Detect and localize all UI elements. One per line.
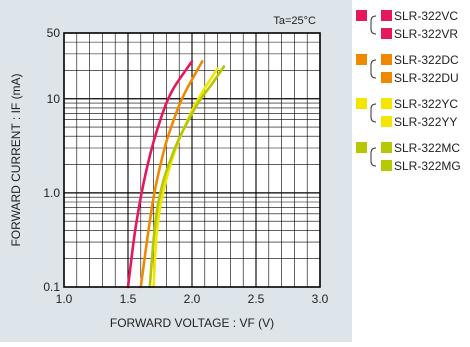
series-line-4 bbox=[148, 65, 226, 289]
legend-swatch bbox=[381, 98, 392, 109]
legend-label: SLR-322MC bbox=[394, 141, 460, 155]
legend-bracket-2 bbox=[370, 59, 377, 79]
y-axis-title: FORWARD CURRENT : IF (mA) bbox=[9, 73, 23, 246]
legend-swatch bbox=[381, 28, 392, 39]
legend-swatch bbox=[381, 160, 392, 171]
x-tick-label: 2.0 bbox=[184, 292, 201, 306]
legend-swatch bbox=[381, 142, 392, 153]
legend-label: SLR-322VC bbox=[394, 9, 458, 23]
x-tick-label: 1.0 bbox=[56, 292, 73, 306]
series-layer bbox=[126, 60, 226, 289]
legend-label: SLR-322DC bbox=[394, 53, 459, 67]
legend: SLR-322VC SLR-322VR SLR-322DC SLR-322DU SLR-… bbox=[354, 6, 468, 196]
legend-bracket-3 bbox=[370, 103, 377, 123]
series-line-1 bbox=[126, 60, 194, 289]
temperature-annotation: Ta=25°C bbox=[273, 15, 316, 27]
x-tick-label: 2.5 bbox=[248, 292, 265, 306]
y-tick-label: 50 bbox=[47, 26, 61, 40]
x-tick-label: 1.5 bbox=[120, 292, 137, 306]
y-tick-label: 10 bbox=[47, 92, 61, 106]
x-tick-label: 3.0 bbox=[312, 292, 329, 306]
legend-swatch-group-4 bbox=[356, 142, 367, 153]
series-line-2 bbox=[139, 60, 204, 289]
legend-swatch-group-3 bbox=[356, 98, 367, 109]
legend-label: SLR-322DU bbox=[394, 71, 459, 85]
y-tick-label: 0.1 bbox=[43, 280, 60, 294]
legend-label: SLR-322YC bbox=[394, 97, 458, 111]
grid-layer bbox=[64, 33, 320, 287]
legend-svg: SLR-322VC SLR-322VR SLR-322DC SLR-322DU SLR-… bbox=[356, 9, 461, 173]
legend-label: SLR-322YY bbox=[394, 115, 457, 129]
legend-bracket-4 bbox=[370, 147, 377, 167]
chart-panel: 1.0 1.5 2.0 2.5 3.0 0.1 1.0 10 50 Ta=25°C FORWAR… bbox=[0, 0, 352, 342]
legend-swatch bbox=[381, 54, 392, 65]
legend-bracket-1 bbox=[370, 15, 377, 35]
plot-frame bbox=[63, 32, 321, 288]
x-axis-title: FORWARD VOLTAGE : VF (V) bbox=[110, 316, 274, 330]
legend-swatch-group-2 bbox=[356, 54, 367, 65]
y-tick-label: 1.0 bbox=[43, 186, 60, 200]
legend-label: SLR-322MG bbox=[394, 159, 461, 173]
legend-swatch bbox=[381, 10, 392, 21]
legend-swatch bbox=[381, 72, 392, 83]
legend-swatch bbox=[381, 116, 392, 127]
legend-swatch-group-1 bbox=[356, 10, 367, 21]
legend-label: SLR-322VR bbox=[394, 27, 458, 41]
